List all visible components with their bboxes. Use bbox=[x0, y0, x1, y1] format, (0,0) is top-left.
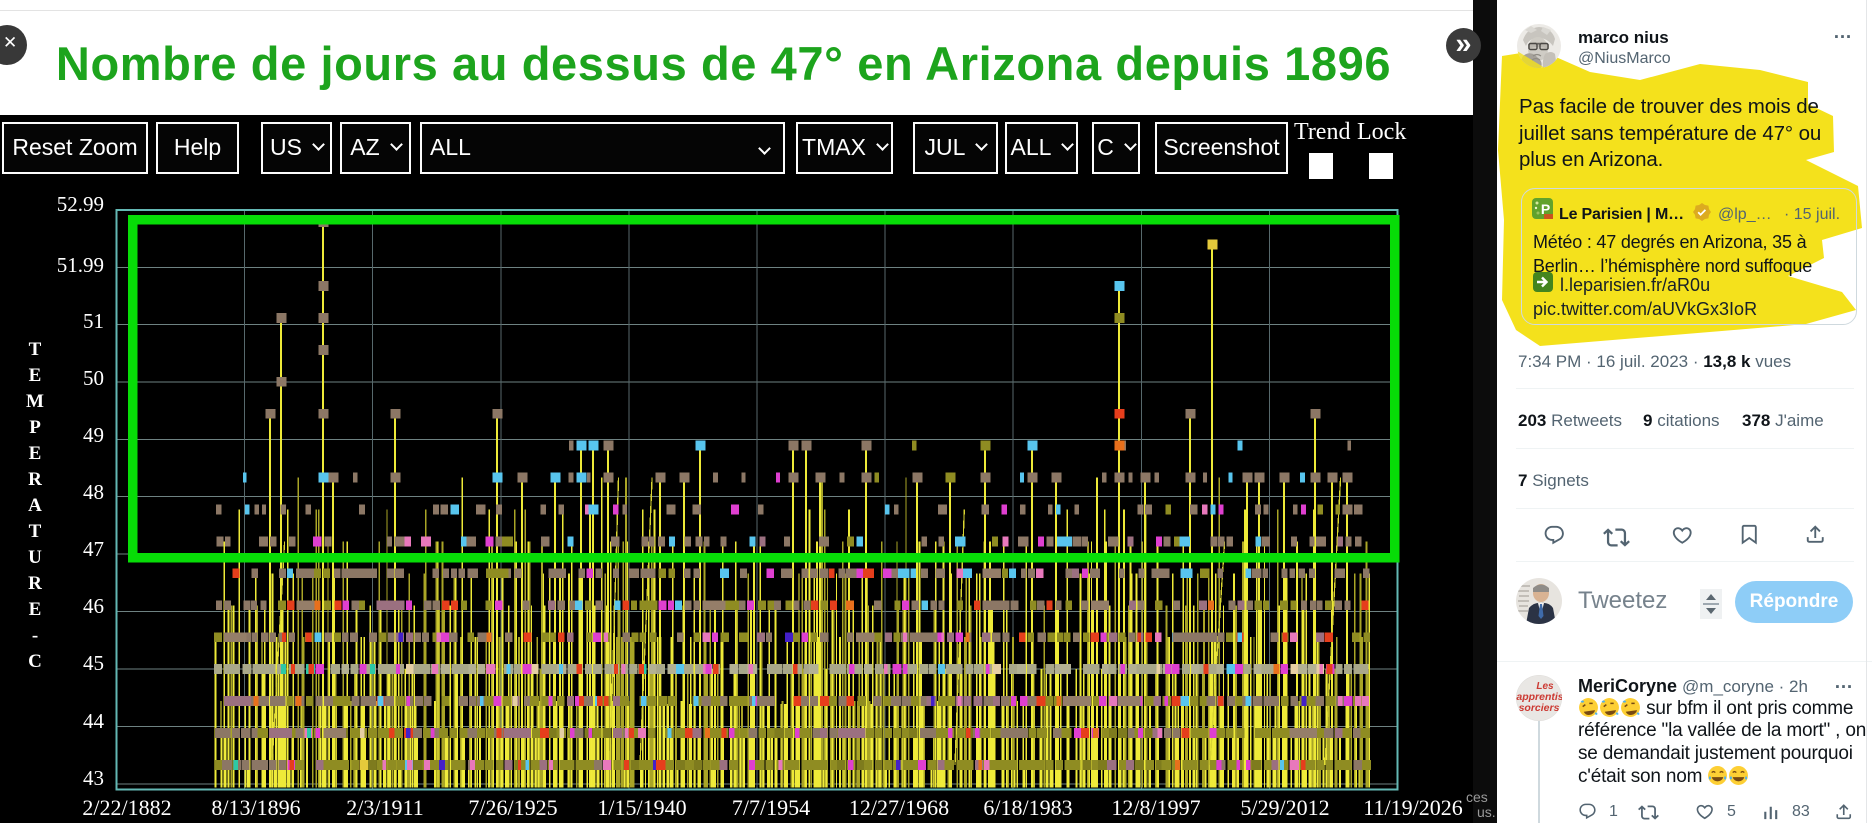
svg-text:P: P bbox=[1541, 201, 1550, 217]
svg-text:sorciers: sorciers bbox=[1519, 702, 1560, 714]
svg-text:Les: Les bbox=[1536, 681, 1554, 692]
svg-text:apprentis: apprentis bbox=[1516, 691, 1562, 703]
